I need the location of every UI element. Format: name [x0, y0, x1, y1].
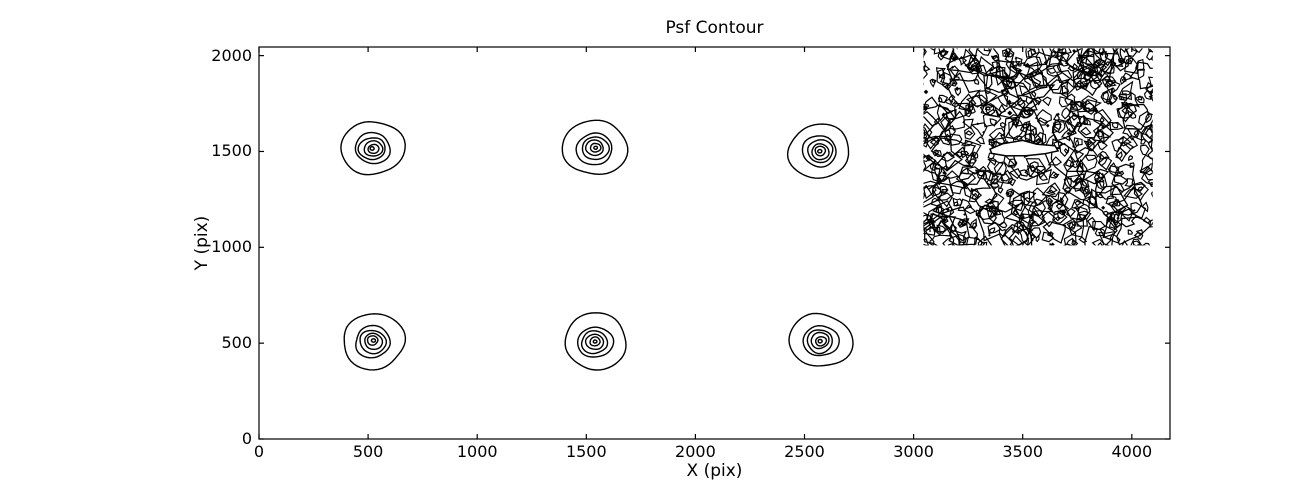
x-tick-label-3000: 3000: [893, 442, 934, 461]
x-tick-label-1000: 1000: [456, 442, 498, 461]
x-tick-label-2500: 2500: [784, 442, 825, 461]
y-tick-label-2000: 2000: [211, 45, 252, 65]
axes-frame: [258, 46, 1171, 440]
noise-contour-region: [923, 48, 1153, 246]
y-tick-label-1000: 1000: [211, 237, 252, 257]
y-tick-label-1500: 1500: [211, 141, 252, 161]
x-tick-label-0: 0: [253, 442, 265, 461]
x-axis-label: X (pix): [686, 461, 743, 481]
x-tick-label-4000: 4000: [1111, 442, 1153, 461]
y-tick-label-0: 0: [241, 429, 252, 448]
x-tick-label-3500: 3500: [1002, 442, 1044, 461]
x-tick-label-2000: 2000: [675, 442, 716, 461]
x-tick-label-500: 500: [352, 442, 384, 461]
y-tick-label-500: 500: [221, 333, 252, 353]
saturated-streak-contour: [989, 139, 1060, 157]
chart-title: Psf Contour: [665, 18, 764, 38]
psf-spot-contours: [340, 119, 854, 371]
x-tick-label-1500: 1500: [565, 442, 607, 461]
